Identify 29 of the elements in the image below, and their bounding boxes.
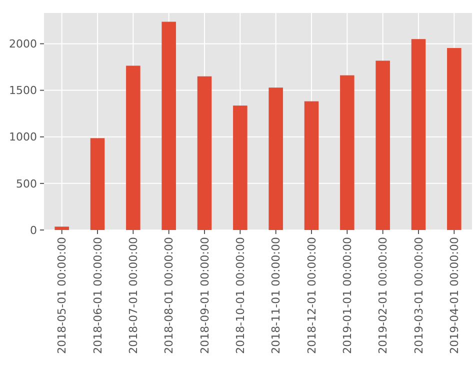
bar (162, 22, 176, 230)
x-tick-label: 2018-11-01 00:00:00 (270, 237, 283, 354)
bar (54, 226, 69, 230)
x-tick-label: 2018-09-01 00:00:00 (198, 237, 212, 354)
bar (304, 101, 319, 230)
bar (233, 106, 248, 230)
x-tick-label: 2018-06-01 00:00:00 (91, 237, 104, 354)
bar (126, 66, 140, 230)
x-tick-label: 2019-03-01 00:00:00 (412, 237, 426, 354)
bar (376, 60, 390, 230)
bar (340, 75, 354, 230)
y-tick-label: 0 (30, 224, 37, 237)
y-tick-label: 2000 (9, 38, 37, 51)
x-tick-label: 2018-12-01 00:00:00 (305, 237, 318, 354)
x-tick-label: 2019-02-01 00:00:00 (376, 237, 390, 354)
x-tick-label: 2018-08-01 00:00:00 (162, 237, 176, 354)
bar (411, 39, 426, 230)
bar (268, 88, 283, 230)
x-tick-label: 2018-05-01 00:00:00 (56, 237, 69, 354)
x-tick-label: 2018-07-01 00:00:00 (127, 237, 140, 354)
x-tick-label: 2019-01-01 00:00:00 (341, 237, 354, 354)
y-tick-label: 1000 (9, 130, 37, 144)
bar (197, 76, 212, 230)
bar (447, 48, 462, 230)
y-tick-label: 500 (16, 177, 37, 190)
x-tick-label: 2019-04-01 00:00:00 (448, 237, 462, 354)
bar (90, 138, 105, 230)
y-tick-label: 1500 (9, 84, 37, 98)
x-tick-label: 2018-10-01 00:00:00 (234, 237, 248, 354)
